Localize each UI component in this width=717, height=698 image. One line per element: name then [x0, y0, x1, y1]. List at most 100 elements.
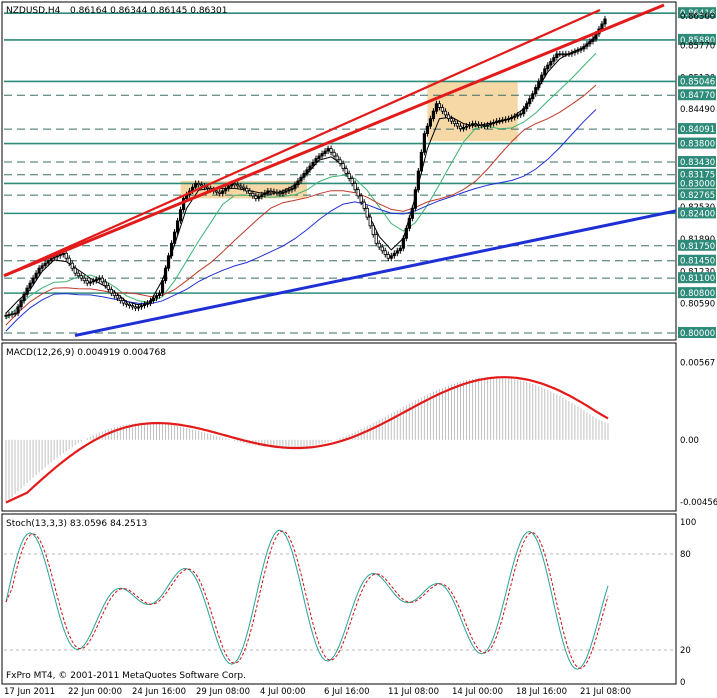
candle-body-24-1 [296, 180, 300, 186]
level-tag-text-21: 0.80800 [680, 289, 715, 299]
level-tag-text-20: 0.81100 [680, 274, 715, 284]
candle-body-42-3 [519, 113, 523, 116]
candle-body-46-2 [564, 53, 568, 56]
candle-body-9-3 [121, 300, 125, 304]
candle-body-29-3 [362, 201, 366, 209]
candle-body-7-0 [88, 281, 92, 284]
candle-body-45-0 [546, 64, 550, 70]
candle-body-48-2 [588, 40, 592, 45]
level-tag-8 [678, 123, 716, 135]
candle-body-25-0 [305, 169, 309, 174]
candle-body-4-2 [58, 254, 62, 257]
candle-body-17-3 [218, 191, 222, 194]
candle-body-24-3 [302, 173, 306, 178]
symbol-timeframe: NZDUSD,H4 [6, 6, 61, 16]
candle-body-33-3 [410, 207, 414, 219]
macd-tick-1: 0.00 [680, 436, 699, 446]
candle-body-25-1 [308, 165, 312, 171]
candle-body-48-0 [582, 45, 586, 50]
candle-body-20-1 [248, 190, 252, 194]
candle-body-36-1 [440, 107, 445, 112]
level-tag-10 [678, 156, 716, 168]
x-label-5: 6 Jul 16:00 [324, 687, 370, 697]
candle-body-47-0 [570, 52, 574, 55]
candle-body-40-1 [489, 123, 493, 126]
candle-body-15-3 [194, 183, 198, 188]
candle-body-7-1 [91, 280, 95, 283]
level-tag-text-2: 0.85880 [680, 36, 715, 46]
candle-body-39-2 [479, 124, 484, 127]
price-layer [3, 3, 677, 337]
candle-body-42-0 [510, 117, 514, 120]
level-tag-11 [678, 168, 716, 180]
candle-body-48-3 [591, 38, 595, 42]
level-tag-21 [678, 287, 716, 299]
macd-title: MACD(12,26,9) 0.004919 0.004768 [6, 348, 166, 358]
candle-body-17-2 [215, 190, 219, 193]
level-tag-2 [678, 33, 716, 45]
candle-body-7-3 [97, 277, 101, 280]
candle-body-37-3 [458, 125, 463, 130]
candle-body-16-1 [200, 184, 204, 187]
candle-body-13-3 [169, 242, 174, 257]
candle-body-6-2 [82, 277, 86, 282]
candle-body-2-0 [28, 282, 32, 289]
candle-body-46-1 [561, 53, 565, 56]
candle-body-37-0 [449, 118, 454, 122]
candle-body-29-0 [353, 183, 357, 191]
candle-body-49-3 [603, 18, 607, 25]
candle-body-37-2 [455, 123, 460, 127]
candle-body-0-2 [10, 313, 14, 316]
stoch-tick-0: 100 [680, 518, 696, 528]
candle-body-39-0 [473, 123, 478, 126]
candle-body-40-2 [492, 121, 496, 125]
level-tag-0 [678, 7, 716, 19]
candle-body-43-2 [528, 98, 532, 105]
candle-body-9-2 [118, 297, 122, 302]
label-layer: 0.864160.863600.858800.857700.851300.850… [4, 7, 717, 697]
candle-body-18-2 [227, 185, 231, 189]
candle-body-44-1 [537, 80, 541, 88]
candle-body-3-2 [46, 260, 50, 264]
candle-body-21-0 [257, 196, 261, 199]
candle-body-6-0 [76, 272, 80, 277]
candle-body-38-1 [464, 125, 469, 128]
macd-tick-0: 0.00567 [680, 359, 715, 369]
candle-body-13-2 [166, 255, 171, 269]
moving-average-1 [5, 52, 597, 320]
upper-channel-outer [3, 3, 665, 278]
x-label-1: 22 Jun 00:00 [68, 687, 122, 697]
candle-body-0-3 [13, 312, 17, 315]
stoch-title: Stoch(13,3,3) 83.0596 84.2513 [6, 519, 147, 529]
candle-body-19-1 [236, 184, 240, 187]
candle-body-5-1 [67, 257, 71, 264]
level-tick-text-1: 0.86360 [680, 12, 715, 22]
candle-body-34-3 [422, 133, 426, 153]
candle-body-36-2 [443, 110, 448, 116]
candle-body-26-1 [320, 153, 324, 157]
candle-body-2-2 [34, 272, 38, 279]
candle-body-35-1 [428, 118, 433, 127]
candle-body-3-1 [43, 262, 47, 267]
level-tag-text-8: 0.84091 [680, 125, 715, 135]
candle-body-43-0 [522, 108, 526, 115]
candle-body-7-2 [94, 279, 98, 282]
candle-body-11-1 [139, 305, 144, 308]
level-tag-text-15: 0.82400 [680, 209, 715, 219]
candle-body-5-0 [64, 252, 68, 259]
candle-body-16-0 [197, 183, 201, 186]
stoch-main-line [5, 529, 609, 670]
candle-body-19-2 [239, 185, 243, 188]
candle-body-11-3 [145, 302, 150, 305]
level-tag-text-5: 0.85046 [680, 77, 715, 87]
candle-body-36-0 [437, 103, 442, 108]
candle-body-30-1 [368, 216, 372, 227]
candle-body-20-0 [245, 188, 249, 192]
candle-body-4-1 [55, 255, 59, 258]
candle-body-10-3 [133, 306, 138, 309]
candle-body-47-3 [579, 48, 583, 51]
candle-body-20-2 [251, 193, 255, 197]
x-label-7: 14 Jul 00:00 [452, 687, 503, 697]
candle-body-46-3 [567, 53, 571, 56]
